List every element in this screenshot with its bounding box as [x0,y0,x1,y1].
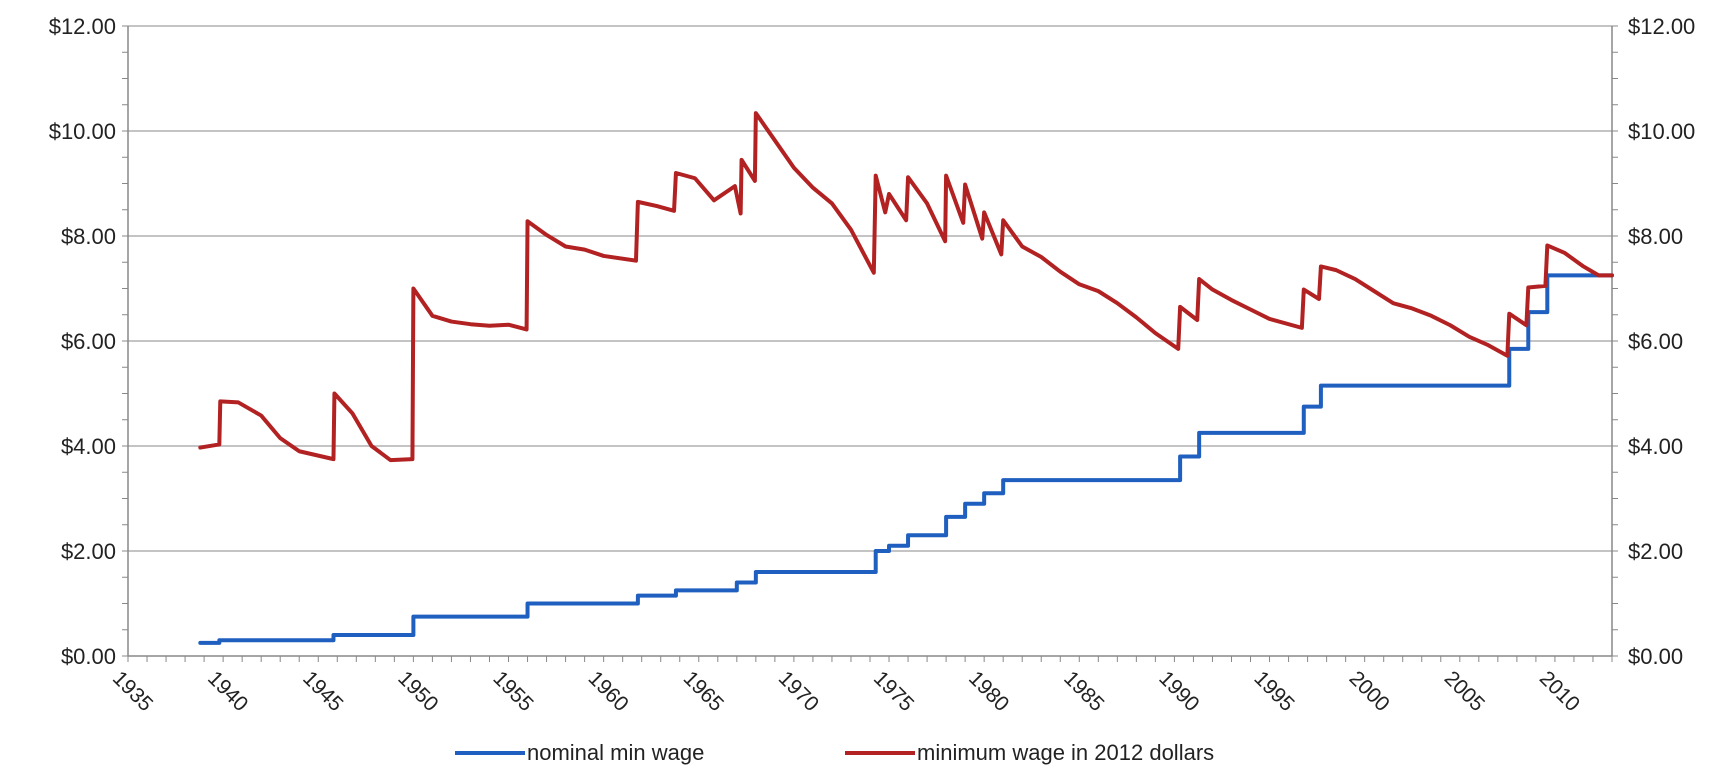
x-tick-label: 2000 [1345,667,1394,716]
y-tick-label-right: $4.00 [1628,434,1683,459]
x-tick-label: 1975 [869,667,918,716]
x-tick-label: 1950 [393,667,442,716]
x-tick-label: 1955 [488,667,537,716]
series-line-real [198,111,1614,463]
y-tick-label-right: $12.00 [1628,14,1695,39]
x-tick-label: 1945 [298,667,347,716]
y-tick-label-left: $4.00 [61,434,116,459]
legend: nominal min wage minimum wage in 2012 do… [455,740,1214,765]
y-tick-label-right: $2.00 [1628,539,1683,564]
series-line-nominal [198,273,1614,645]
legend-label-real: minimum wage in 2012 dollars [917,740,1214,765]
y-tick-label-right: $10.00 [1628,119,1695,144]
y-tick-label-right: $8.00 [1628,224,1683,249]
x-tick-label: 1935 [108,667,157,716]
x-tick-label: 1940 [203,667,252,716]
y-tick-label-right: $0.00 [1628,644,1683,669]
axis-layer: $0.00 $0.00 $2.00 $2.00 $4.00 $4.00 $6.00 $6.00… [49,14,1696,716]
y-tick-label-left: $2.00 [61,539,116,564]
y-tick-label-left: $10.00 [49,119,116,144]
x-tick-label: 1980 [964,667,1013,716]
x-tick-label: 2010 [1535,667,1584,716]
y-tick-label-left: $8.00 [61,224,116,249]
y-tick-label-left: $6.00 [61,329,116,354]
grid-layer [128,25,1612,552]
series-layer [198,111,1614,645]
x-tick-label: 1960 [584,667,633,716]
y-tick-label-left: $12.00 [49,14,116,39]
x-tick-label: 1965 [679,667,728,716]
y-tick-label-left: $0.00 [61,644,116,669]
x-tick-label: 1990 [1154,667,1203,716]
x-tick-label: 1995 [1249,667,1298,716]
x-tick-label: 1985 [1059,667,1108,716]
legend-label-nominal: nominal min wage [527,740,704,765]
y-tick-label-right: $6.00 [1628,329,1683,354]
x-tick-label: 1970 [774,667,823,716]
x-tick-label: 2005 [1440,667,1489,716]
